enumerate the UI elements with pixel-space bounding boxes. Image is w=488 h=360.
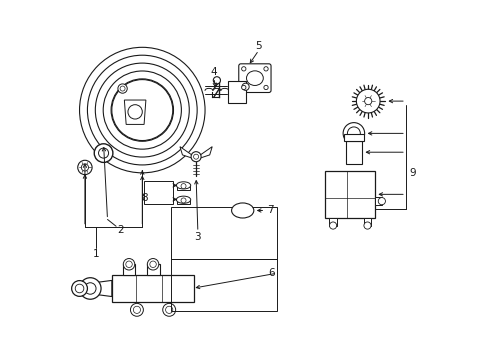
Circle shape <box>81 164 88 171</box>
Bar <box>177 185 190 190</box>
Circle shape <box>363 222 370 229</box>
Polygon shape <box>199 147 212 158</box>
Circle shape <box>241 67 245 71</box>
Circle shape <box>191 152 201 162</box>
Text: 2: 2 <box>117 225 124 235</box>
Circle shape <box>193 154 198 159</box>
Circle shape <box>133 306 140 314</box>
Circle shape <box>75 284 83 293</box>
Polygon shape <box>98 280 112 297</box>
Circle shape <box>80 278 101 299</box>
Polygon shape <box>124 100 145 125</box>
Circle shape <box>111 79 173 141</box>
Circle shape <box>329 222 336 229</box>
Polygon shape <box>180 147 193 158</box>
Circle shape <box>99 148 108 158</box>
Circle shape <box>84 283 96 294</box>
Bar <box>325 171 375 218</box>
Bar <box>346 140 362 164</box>
Ellipse shape <box>176 182 190 189</box>
Circle shape <box>241 85 245 90</box>
Text: 6: 6 <box>267 268 274 278</box>
Text: 5: 5 <box>255 41 262 50</box>
Bar <box>146 264 159 275</box>
Circle shape <box>163 303 175 316</box>
Text: 3: 3 <box>194 232 201 242</box>
Bar <box>344 134 364 140</box>
Circle shape <box>346 127 360 140</box>
Circle shape <box>364 98 371 105</box>
Circle shape <box>165 306 172 314</box>
Circle shape <box>149 261 156 267</box>
Bar <box>171 259 276 311</box>
Circle shape <box>130 303 143 316</box>
Text: 4: 4 <box>210 67 217 77</box>
Circle shape <box>242 83 249 90</box>
Circle shape <box>80 47 204 173</box>
FancyBboxPatch shape <box>238 64 270 93</box>
Circle shape <box>112 80 172 140</box>
Circle shape <box>118 84 127 93</box>
Bar <box>177 200 190 204</box>
Circle shape <box>120 86 125 91</box>
Circle shape <box>87 55 197 165</box>
Circle shape <box>181 198 185 203</box>
Bar <box>375 197 381 205</box>
Bar <box>112 275 194 302</box>
Bar <box>228 81 245 103</box>
Text: 9: 9 <box>408 168 415 178</box>
Bar <box>144 181 173 204</box>
Circle shape <box>264 67 267 71</box>
Circle shape <box>351 85 384 117</box>
Circle shape <box>343 123 364 144</box>
Ellipse shape <box>176 196 190 203</box>
Bar <box>329 218 336 226</box>
Circle shape <box>181 184 185 189</box>
Circle shape <box>378 198 385 205</box>
Circle shape <box>147 258 159 270</box>
Circle shape <box>72 280 87 296</box>
Circle shape <box>356 89 379 113</box>
Text: 1: 1 <box>92 248 99 258</box>
Circle shape <box>125 261 132 267</box>
Circle shape <box>103 71 181 149</box>
Text: 8: 8 <box>141 193 147 203</box>
Bar <box>122 264 135 275</box>
Ellipse shape <box>246 71 263 85</box>
Bar <box>363 218 370 226</box>
Circle shape <box>128 105 142 119</box>
Text: 7: 7 <box>267 206 273 216</box>
Circle shape <box>213 77 220 84</box>
Ellipse shape <box>231 203 253 218</box>
Circle shape <box>78 160 92 175</box>
Bar <box>171 207 276 259</box>
Circle shape <box>123 258 135 270</box>
Circle shape <box>264 85 267 90</box>
Circle shape <box>94 144 113 162</box>
Circle shape <box>95 63 189 157</box>
